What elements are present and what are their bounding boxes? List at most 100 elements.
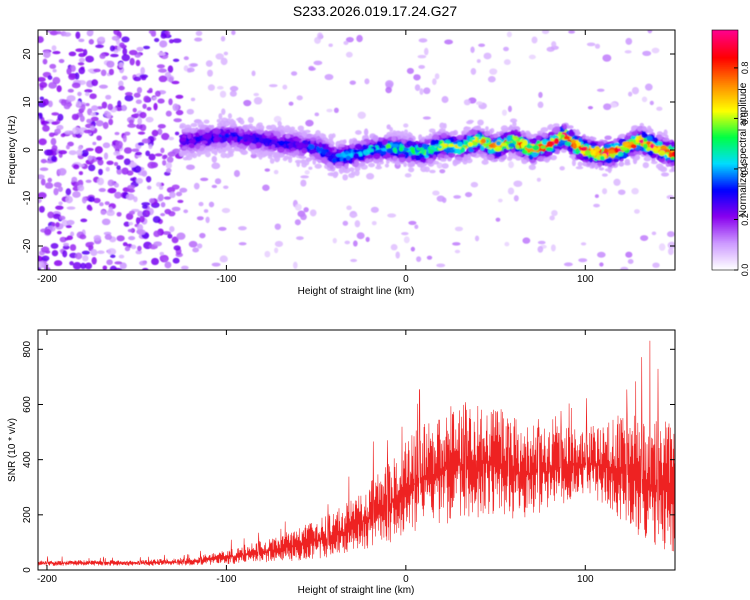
spectrogram-ridge-cell <box>566 147 574 152</box>
spectrogram-ytick-label: -10 <box>22 190 33 205</box>
spectrogram-noise-cell <box>128 221 134 226</box>
spectrogram-noise-cell <box>199 232 206 239</box>
spectrogram-noise-cell <box>106 160 114 165</box>
spectrogram-ridge-cell <box>222 137 228 143</box>
spectrogram-noise-cell <box>145 150 151 157</box>
spectrogram-ridge-cell <box>386 148 393 154</box>
spectrogram-ridge-cell <box>219 149 224 154</box>
spectrogram-noise-cell <box>401 231 409 236</box>
spectrogram-ridge-cell <box>662 140 671 147</box>
spectrogram-noise-cell <box>172 257 180 264</box>
spectrogram-noise-cell <box>44 228 52 236</box>
spectrogram-noise-cell <box>357 111 366 119</box>
spectrogram-ridge-cell <box>485 126 489 131</box>
spectrogram-ridge-cell <box>671 166 675 172</box>
spectrogram-noise-cell <box>65 188 72 196</box>
spectrogram-ridge-cell <box>660 144 667 151</box>
colorbar-strip <box>712 242 738 245</box>
spectrogram-ridge-cell <box>228 148 235 154</box>
spectrogram-noise-cell <box>121 36 130 43</box>
spectrogram-noise-cell <box>513 195 519 202</box>
spectrogram-noise-cell <box>303 207 309 213</box>
spectrogram-noise-cell <box>99 53 106 59</box>
spectrogram-ridge-cell <box>515 151 523 156</box>
spectrogram-noise-cell <box>38 112 43 120</box>
spectrogram-ridge-cell <box>662 137 670 142</box>
spectrogram-noise-cell <box>603 103 612 111</box>
spectrogram-noise-cell <box>162 159 167 166</box>
spectrogram-noise-cell <box>423 87 431 95</box>
spectrogram-noise-cell <box>300 213 307 221</box>
spectrogram-ridge-cell <box>596 162 603 166</box>
spectrogram-noise-cell <box>536 177 541 182</box>
spectrogram-ridge-cell <box>580 150 586 155</box>
colorbar-strip <box>712 232 738 235</box>
spectrogram-noise-cell <box>147 161 157 169</box>
spectrogram-noise-cell <box>136 229 146 236</box>
spectrogram-noise-cell <box>108 68 114 76</box>
spectrogram-noise-cell <box>51 222 56 227</box>
spectrogram-ridge-cell <box>196 151 202 157</box>
colorbar-strip <box>712 234 738 237</box>
spectrogram-noise-cell <box>62 245 70 250</box>
spectrogram-noise-cell <box>103 152 109 160</box>
colorbar-strip <box>712 148 738 151</box>
colorbar-strip <box>712 56 738 59</box>
spectrogram-noise-cell <box>176 232 186 240</box>
spectrogram-ridge-cell <box>549 155 557 161</box>
colorbar-strip <box>712 252 738 255</box>
spectrogram-ridge-cell <box>429 145 436 150</box>
colorbar-strip <box>712 114 738 117</box>
spectrogram-ridge-cell <box>509 143 515 148</box>
spectrogram-noise-cell <box>50 137 57 146</box>
spectrogram-noise-cell <box>118 254 125 259</box>
spectrogram-noise-cell <box>96 135 102 141</box>
spectrogram-xtick-label: -200 <box>37 274 57 285</box>
spectrogram-ridge-cell <box>552 126 561 133</box>
spectrogram-ridge-cell <box>204 127 211 133</box>
spectrogram-ridge-cell <box>521 149 529 154</box>
spectrogram-ridge-cell <box>218 113 223 120</box>
spectrogram-ridge-cell <box>500 134 505 140</box>
spectrogram-noise-cell <box>345 36 354 43</box>
spectrogram-noise-cell <box>177 199 184 204</box>
spectrogram-noise-cell <box>97 177 105 186</box>
spectrogram-noise-cell <box>152 216 161 223</box>
spectrogram-noise-cell <box>666 195 675 200</box>
spectrogram-ridge-cell <box>472 146 480 151</box>
spectrogram-noise-cell <box>568 30 576 34</box>
spectrogram-ridge-cell <box>552 123 560 128</box>
spectrogram-ridge-cell <box>656 131 663 136</box>
spectrogram-ridge-cell <box>362 149 370 156</box>
spectrogram-noise-cell <box>38 261 45 269</box>
spectrogram-noise-cell <box>195 30 203 36</box>
spectrogram-ridge-cell <box>575 129 580 136</box>
spectrogram-noise-cell <box>416 256 422 262</box>
spectrogram-ridge-cell <box>528 164 536 171</box>
spectrogram-ridge-cell <box>410 147 416 154</box>
spectrogram-ridge-cell <box>633 151 639 155</box>
spectrogram-noise-cell <box>507 105 512 113</box>
spectrogram-ridge-cell <box>489 134 494 139</box>
spectrogram-noise-cell <box>152 96 157 100</box>
spectrogram-noise-cell <box>38 255 43 262</box>
spectrogram-noise-cell <box>51 45 57 51</box>
spectrogram-ridge-cell <box>428 149 435 154</box>
spectrogram-noise-cell <box>85 179 92 183</box>
spectrogram-ridge-cell <box>457 141 463 148</box>
colorbar-strip <box>712 94 738 97</box>
colorbar-strip <box>712 198 738 201</box>
spectrogram-noise-cell <box>503 59 511 66</box>
spectrogram-ridge-cell <box>229 128 236 133</box>
spectrogram-ridge-cell <box>479 128 486 132</box>
spectrogram-noise-cell <box>38 205 45 213</box>
spectrogram-noise-cell <box>123 221 130 227</box>
spectrogram-noise-cell <box>410 246 416 252</box>
spectrogram-noise-cell <box>463 99 471 106</box>
spectrogram-noise-cell <box>85 55 95 63</box>
spectrogram-ridge-cell <box>652 137 659 143</box>
spectrogram-noise-cell <box>436 162 443 169</box>
spectrogram-ridge-cell <box>342 139 347 144</box>
spectrogram-ridge-cell <box>210 143 218 148</box>
spectrogram-noise-cell <box>220 35 226 42</box>
